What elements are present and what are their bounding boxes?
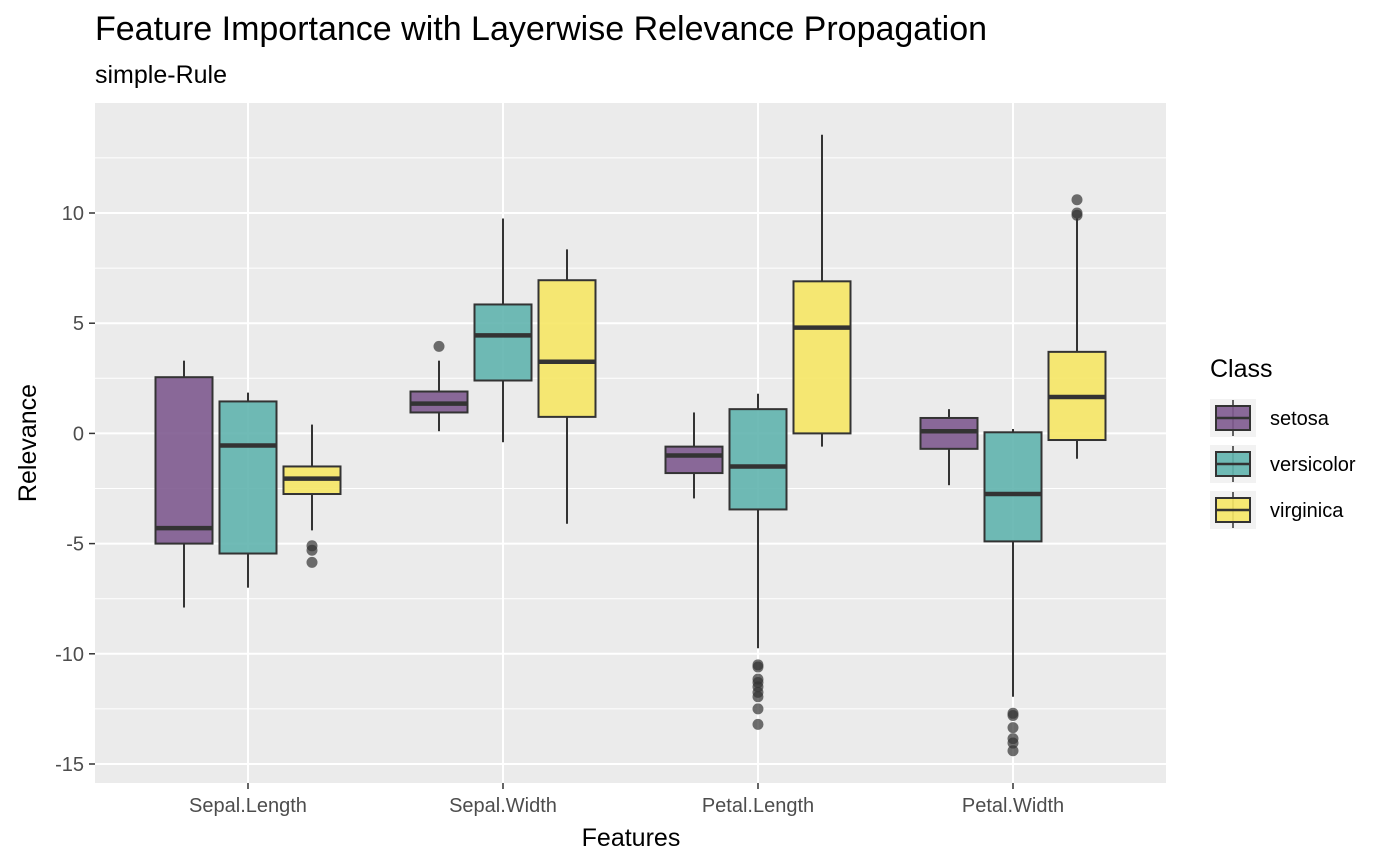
outlier-point	[752, 718, 764, 730]
box-setosa-Petal.Length	[664, 412, 724, 499]
legend: Class setosa versicolor virginica	[1210, 355, 1356, 529]
legend-item-versicolor: versicolor	[1210, 445, 1356, 483]
outlier-point	[1007, 722, 1019, 734]
box-virginica-Sepal.Width	[537, 249, 597, 524]
legend-title: Class	[1210, 355, 1273, 383]
box-iqr	[537, 279, 597, 418]
outlier-point	[1007, 737, 1019, 749]
box-setosa-Sepal.Width	[409, 340, 469, 432]
y-tick-label: 0	[73, 423, 84, 445]
legend-item-setosa: setosa	[1210, 399, 1330, 437]
legend-item-virginica: virginica	[1210, 491, 1344, 529]
outlier-point	[433, 340, 445, 352]
box-iqr	[792, 280, 852, 435]
outlier-point	[1007, 710, 1019, 722]
y-axis-title: Relevance	[14, 384, 42, 502]
outlier-point	[752, 703, 764, 715]
box-versicolor-Petal.Width	[983, 428, 1043, 757]
x-axis: Sepal.Length Sepal.Width Petal.Length Petal…	[189, 783, 1064, 817]
y-tick-label: 5	[73, 313, 84, 335]
outlier-point	[1071, 207, 1083, 219]
boxplots	[154, 134, 1107, 757]
outlier-point	[752, 691, 764, 703]
x-axis-title: Features	[582, 824, 681, 852]
box-iqr	[728, 408, 788, 511]
legend-label: setosa	[1270, 408, 1330, 430]
box-iqr	[664, 445, 724, 475]
box-iqr	[983, 431, 1043, 543]
box-versicolor-Petal.Length	[728, 393, 788, 730]
y-axis: -15 -10 -5 0 5 10	[55, 203, 95, 776]
outlier-point	[752, 661, 764, 673]
chart-subtitle: simple-Rule	[95, 61, 227, 89]
chart-title: Feature Importance with Layerwise Releva…	[95, 10, 987, 48]
y-tick-label: -10	[55, 644, 84, 666]
box-virginica-Petal.Width	[1047, 194, 1107, 459]
y-tick-label: -5	[66, 534, 84, 556]
outlier-point	[306, 544, 318, 556]
outlier-point	[1007, 745, 1019, 757]
box-iqr	[218, 400, 278, 555]
legend-label: virginica	[1270, 500, 1344, 522]
box-iqr	[154, 376, 214, 545]
box-versicolor-Sepal.Width	[473, 218, 533, 443]
x-tick-label: Petal.Length	[702, 795, 814, 817]
box-iqr	[473, 303, 533, 382]
box-virginica-Sepal.Length	[282, 424, 342, 568]
x-tick-label: Sepal.Width	[449, 795, 557, 817]
y-tick-label: 10	[62, 203, 84, 225]
box-versicolor-Sepal.Length	[218, 392, 278, 588]
legend-label: versicolor	[1270, 454, 1356, 476]
outlier-point	[1071, 194, 1083, 206]
box-virginica-Petal.Length	[792, 134, 852, 447]
outlier-point	[306, 556, 318, 568]
box-setosa-Sepal.Length	[154, 360, 214, 608]
x-tick-label: Petal.Width	[962, 795, 1064, 817]
y-tick-label: -15	[55, 754, 84, 776]
box-setosa-Petal.Width	[919, 409, 979, 486]
x-tick-label: Sepal.Length	[189, 795, 307, 817]
